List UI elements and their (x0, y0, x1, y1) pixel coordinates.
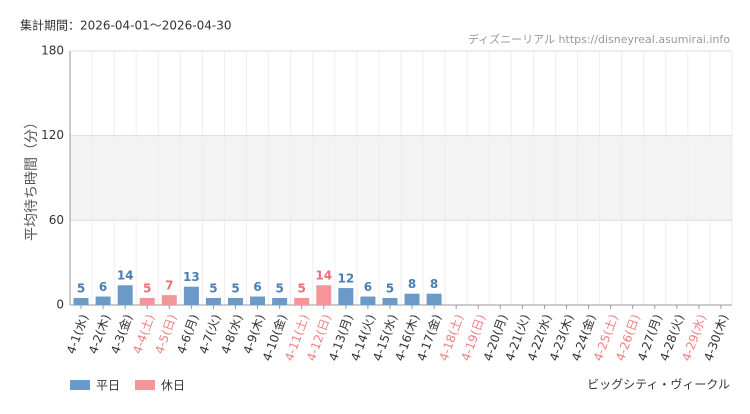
bar (139, 297, 155, 305)
y-tick-label: 60 (49, 213, 64, 227)
source: ディズニーリアル https://disneyreal.asumirai.inf… (468, 32, 730, 46)
value-label: 14 (315, 269, 332, 283)
bar (183, 286, 199, 305)
value-label: 6 (364, 280, 372, 294)
bar (205, 297, 221, 305)
value-label: 8 (430, 277, 438, 291)
bar (73, 297, 89, 305)
y-axis-label: 平均待ち時間（分） (24, 115, 40, 241)
chart-title: 集計期間：2026-04-01～2026-04-30 (20, 18, 231, 33)
y-tick-label: 0 (56, 298, 64, 312)
y-tick-label: 120 (41, 128, 64, 142)
value-label: 7 (165, 279, 173, 293)
bar (382, 297, 398, 305)
legend-swatch (135, 380, 155, 390)
bar (250, 296, 266, 305)
bar (228, 297, 243, 305)
value-label: 5 (143, 281, 151, 295)
bar (95, 296, 111, 305)
value-label: 14 (117, 269, 134, 283)
value-label: 5 (77, 281, 85, 295)
bar (338, 288, 354, 305)
bar (294, 297, 310, 305)
value-label: 5 (386, 281, 394, 295)
bar (316, 285, 332, 305)
bar (404, 293, 420, 305)
legend-label: 平日 (96, 379, 120, 393)
y-tick-label: 180 (41, 44, 64, 58)
bar (272, 297, 288, 305)
bar (426, 293, 442, 305)
subtitle: ビッグシティ・ヴィークル (587, 377, 730, 392)
value-label: 12 (337, 272, 354, 286)
bar (117, 285, 133, 305)
value-label: 5 (275, 281, 283, 295)
value-label: 6 (99, 280, 107, 294)
value-label: 5 (298, 281, 306, 295)
bar (360, 296, 376, 305)
value-label: 13 (183, 270, 200, 284)
value-label: 8 (408, 277, 416, 291)
value-label: 6 (253, 280, 261, 294)
bar (161, 295, 177, 305)
value-label: 5 (231, 281, 239, 295)
value-label: 5 (209, 281, 217, 295)
legend-label: 休日 (161, 379, 185, 393)
legend-swatch (70, 380, 90, 390)
